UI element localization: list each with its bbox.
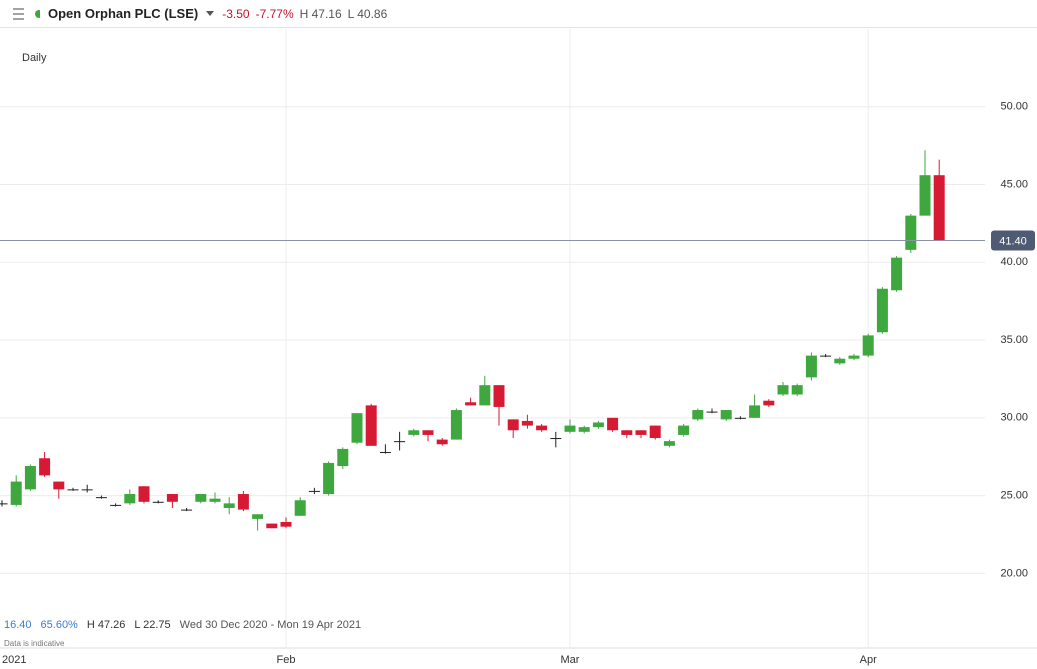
candle-body	[791, 385, 803, 395]
candle-body	[237, 494, 249, 510]
candle-body	[266, 523, 278, 529]
dropdown-caret[interactable]	[204, 0, 216, 28]
y-tick-label: 35.00	[1000, 334, 1028, 346]
candle-body	[564, 425, 576, 432]
x-tick-label: 2021	[2, 654, 26, 666]
range-pct: 65.60%	[40, 619, 78, 631]
candle-body	[592, 422, 604, 428]
candle-body	[919, 175, 931, 216]
candle-body	[635, 430, 647, 435]
candle-body	[408, 430, 420, 435]
candle-body	[323, 462, 335, 495]
y-tick-label: 25.00	[1000, 489, 1028, 501]
candle-body	[337, 448, 349, 467]
candle-body	[394, 441, 406, 443]
day-high: H 47.16	[299, 6, 342, 21]
candle-body	[53, 481, 65, 490]
candle-body	[465, 402, 477, 406]
x-tick-label: Feb	[277, 654, 296, 666]
candle-body	[166, 494, 178, 502]
period: Wed 30 Dec 2020 - Mon 19 Apr 2021	[179, 619, 362, 631]
candle-body	[763, 400, 775, 406]
candle-body	[891, 257, 903, 291]
candle-body	[294, 500, 306, 516]
candle-body	[308, 490, 320, 492]
candle-body	[607, 417, 619, 431]
last-price-tag	[991, 230, 1035, 251]
candle-body	[777, 385, 789, 395]
y-tick-label: 45.00	[1000, 178, 1028, 190]
candle-body	[280, 522, 292, 527]
candle-body	[678, 425, 690, 435]
candle-body	[223, 503, 235, 509]
price-change-pct: -7.77%	[255, 6, 294, 21]
candle-body	[820, 355, 832, 357]
candle-body	[706, 411, 718, 413]
candle-body	[507, 419, 519, 431]
candle-body	[905, 215, 917, 250]
day-low: L 40.86	[347, 6, 388, 21]
candle-body	[351, 413, 363, 443]
range: 16.40	[4, 619, 32, 631]
candle-body	[834, 358, 846, 364]
price-change: -3.50	[222, 6, 250, 21]
candle-body	[734, 417, 746, 419]
candle-body	[67, 489, 79, 491]
candle-body	[749, 405, 761, 418]
instrument-title[interactable]: Open Orphan PLC (LSE)	[48, 6, 199, 21]
candle-body	[692, 410, 704, 420]
candle-body	[39, 458, 51, 476]
candle-body	[152, 501, 164, 503]
candle-body	[862, 335, 874, 356]
candle-body	[181, 509, 193, 511]
candle-body	[720, 410, 732, 420]
candle-body	[621, 430, 633, 435]
candle-body	[876, 288, 888, 333]
candle-body	[0, 503, 8, 505]
candle-body	[124, 494, 136, 504]
candle-body	[195, 494, 207, 502]
candle-body	[209, 498, 221, 502]
y-tick-label: 40.00	[1000, 256, 1028, 268]
candle-body	[663, 441, 675, 446]
candle-body	[493, 385, 505, 407]
menu-icon[interactable]	[0, 0, 40, 28]
interval-label: Daily	[22, 52, 47, 64]
candle-body	[252, 514, 264, 519]
candle-body	[536, 425, 548, 431]
candle-body	[550, 438, 562, 440]
candle-body	[10, 481, 22, 505]
x-tick-label: Apr	[860, 654, 877, 666]
candle-body	[422, 430, 434, 435]
footer-stats: 16.40 65.60% H 47.26 L 22.75 Wed 30 Dec …	[4, 619, 361, 631]
candle-body	[110, 504, 122, 506]
candle-body	[95, 497, 107, 499]
candle-body	[578, 427, 590, 432]
candle-body	[379, 452, 391, 454]
disclaimer: Data is indicative	[4, 639, 65, 648]
candle-body	[848, 355, 860, 359]
header: Open Orphan PLC (LSE) -3.50 -7.77% H 47.…	[0, 0, 1037, 28]
period-high: H 47.26	[86, 619, 126, 631]
last-price-label: 41.40	[999, 235, 1027, 247]
candle-body	[649, 425, 661, 439]
candle-body	[450, 410, 462, 440]
candle-body	[521, 420, 533, 426]
period-low: L 22.75	[134, 619, 171, 631]
y-tick-label: 30.00	[1000, 412, 1028, 424]
candle-body	[805, 355, 817, 378]
candle-body	[81, 489, 93, 491]
candle-body	[933, 175, 945, 241]
candle-body	[24, 466, 36, 490]
y-tick-label: 20.00	[1000, 567, 1028, 579]
y-tick-label: 50.00	[1000, 101, 1028, 113]
x-tick-label: Mar	[561, 654, 580, 666]
candle-body	[436, 439, 448, 445]
candle-body	[365, 405, 377, 446]
candle-body	[138, 486, 150, 502]
candle-body	[479, 385, 491, 406]
